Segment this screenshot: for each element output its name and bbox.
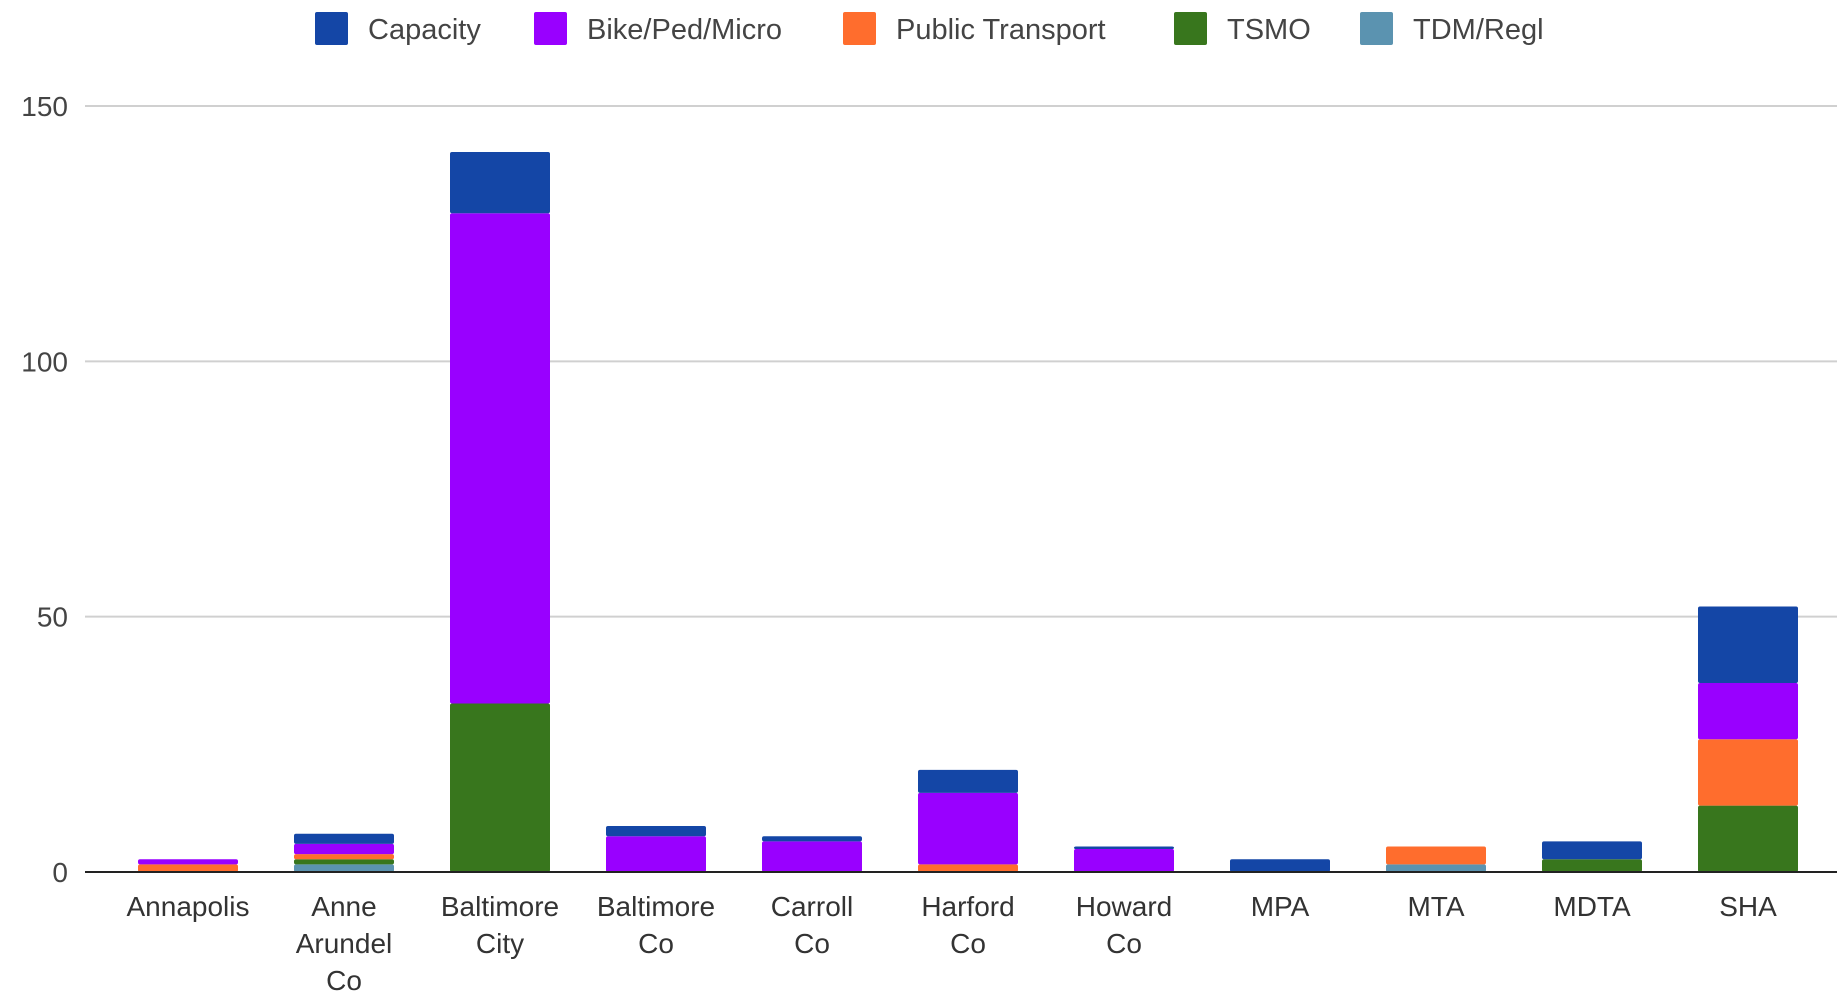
bar-anne-arundel-co-tdm-regl [294,864,394,872]
y-axis-ticks: 0 50 100 150 [21,91,68,888]
bar-group-harford-co [918,769,1018,872]
bar-group-carroll-co [762,836,862,872]
y-tick-label-150: 150 [21,91,68,122]
bar-mdta-capacity [1542,841,1642,860]
bars [138,151,1798,872]
legend-label-bike-ped-micro: Bike/Ped/Micro [587,14,782,46]
y-tick-label-0: 0 [52,857,68,888]
x-tick-label-howard-co: Howard Co [1076,891,1172,959]
legend-swatch-tsmo [1174,12,1207,45]
bar-sha-public-transport [1698,739,1798,806]
x-tick-label-mta: MTA [1407,891,1464,922]
bar-group-mpa [1230,859,1330,872]
bar-harford-co-bike-ped-micro [918,792,1018,865]
bar-annapolis-public-transport [138,864,238,872]
bar-carroll-co-capacity [762,836,862,842]
bar-harford-co-capacity [918,769,1018,793]
legend-swatch-tdm-regl [1360,12,1393,45]
bar-group-howard-co [1074,846,1174,872]
legend-label-capacity: Capacity [368,14,481,46]
bar-anne-arundel-co-public-transport [294,854,394,860]
bar-group-mta [1386,846,1486,872]
bar-howard-co-bike-ped-micro [1074,849,1174,872]
x-tick-label-carroll-co: Carroll Co [771,891,853,959]
y-tick-label-50: 50 [37,602,68,633]
legend-item-capacity: Capacity [315,12,481,46]
bar-group-annapolis [138,859,238,872]
bar-carroll-co-bike-ped-micro [762,841,862,872]
bar-harford-co-public-transport [918,864,1018,872]
bar-baltimore-co-bike-ped-micro [606,836,706,872]
x-tick-label-harford-co: Harford Co [921,891,1014,959]
bar-mpa-capacity [1230,859,1330,872]
x-axis-ticks: Annapolis Anne Arundel Co Baltimore City Balti… [127,891,1778,991]
legend: Capacity Bike/Ped/Micro Public Transport TS… [315,12,1544,46]
legend-swatch-public-transport [843,12,876,45]
bar-mta-public-transport [1386,846,1486,865]
bar-sha-bike-ped-micro [1698,683,1798,740]
bar-baltimore-city-tsmo [450,703,550,872]
bar-group-baltimore-city [450,151,550,872]
legend-item-bike-ped-micro: Bike/Ped/Micro [534,12,782,46]
legend-item-tdm-regl: TDM/Regl [1360,12,1544,46]
bar-sha-capacity [1698,606,1798,684]
legend-item-tsmo: TSMO [1174,12,1311,46]
x-tick-label-mdta: MDTA [1553,891,1631,922]
y-tick-label-100: 100 [21,346,68,377]
x-tick-label-annapolis: Annapolis [127,891,250,922]
legend-label-tdm-regl: TDM/Regl [1413,14,1544,46]
legend-label-tsmo: TSMO [1227,14,1311,46]
legend-swatch-bike-ped-micro [534,12,567,45]
x-tick-label-anne-arundel-co: Anne Arundel Co [296,891,393,991]
bar-annapolis-bike-ped-micro [138,859,238,865]
bar-baltimore-co-capacity [606,826,706,837]
x-tick-label-mpa: MPA [1251,891,1310,922]
bar-anne-arundel-co-bike-ped-micro [294,843,394,855]
bar-group-sha [1698,606,1798,872]
legend-label-public-transport: Public Transport [896,14,1106,46]
x-tick-label-sha: SHA [1719,891,1777,922]
bar-group-mdta [1542,841,1642,872]
bar-howard-co-capacity [1074,846,1174,850]
bar-mta-tdm-regl [1386,864,1486,872]
legend-swatch-capacity [315,12,348,45]
legend-item-public-transport: Public Transport [843,12,1106,46]
bar-baltimore-city-bike-ped-micro [450,213,550,704]
bar-baltimore-city-capacity [450,151,550,214]
bar-anne-arundel-co-tsmo [294,859,394,865]
x-tick-label-baltimore-co: Baltimore Co [597,891,715,959]
bar-group-anne-arundel-co [294,833,394,872]
bar-anne-arundel-co-capacity [294,833,394,844]
bar-sha-tsmo [1698,805,1798,872]
bar-mdta-tsmo [1542,859,1642,872]
x-tick-label-baltimore-city: Baltimore City [441,891,559,959]
bar-group-baltimore-co [606,826,706,872]
gridlines [85,105,1837,618]
